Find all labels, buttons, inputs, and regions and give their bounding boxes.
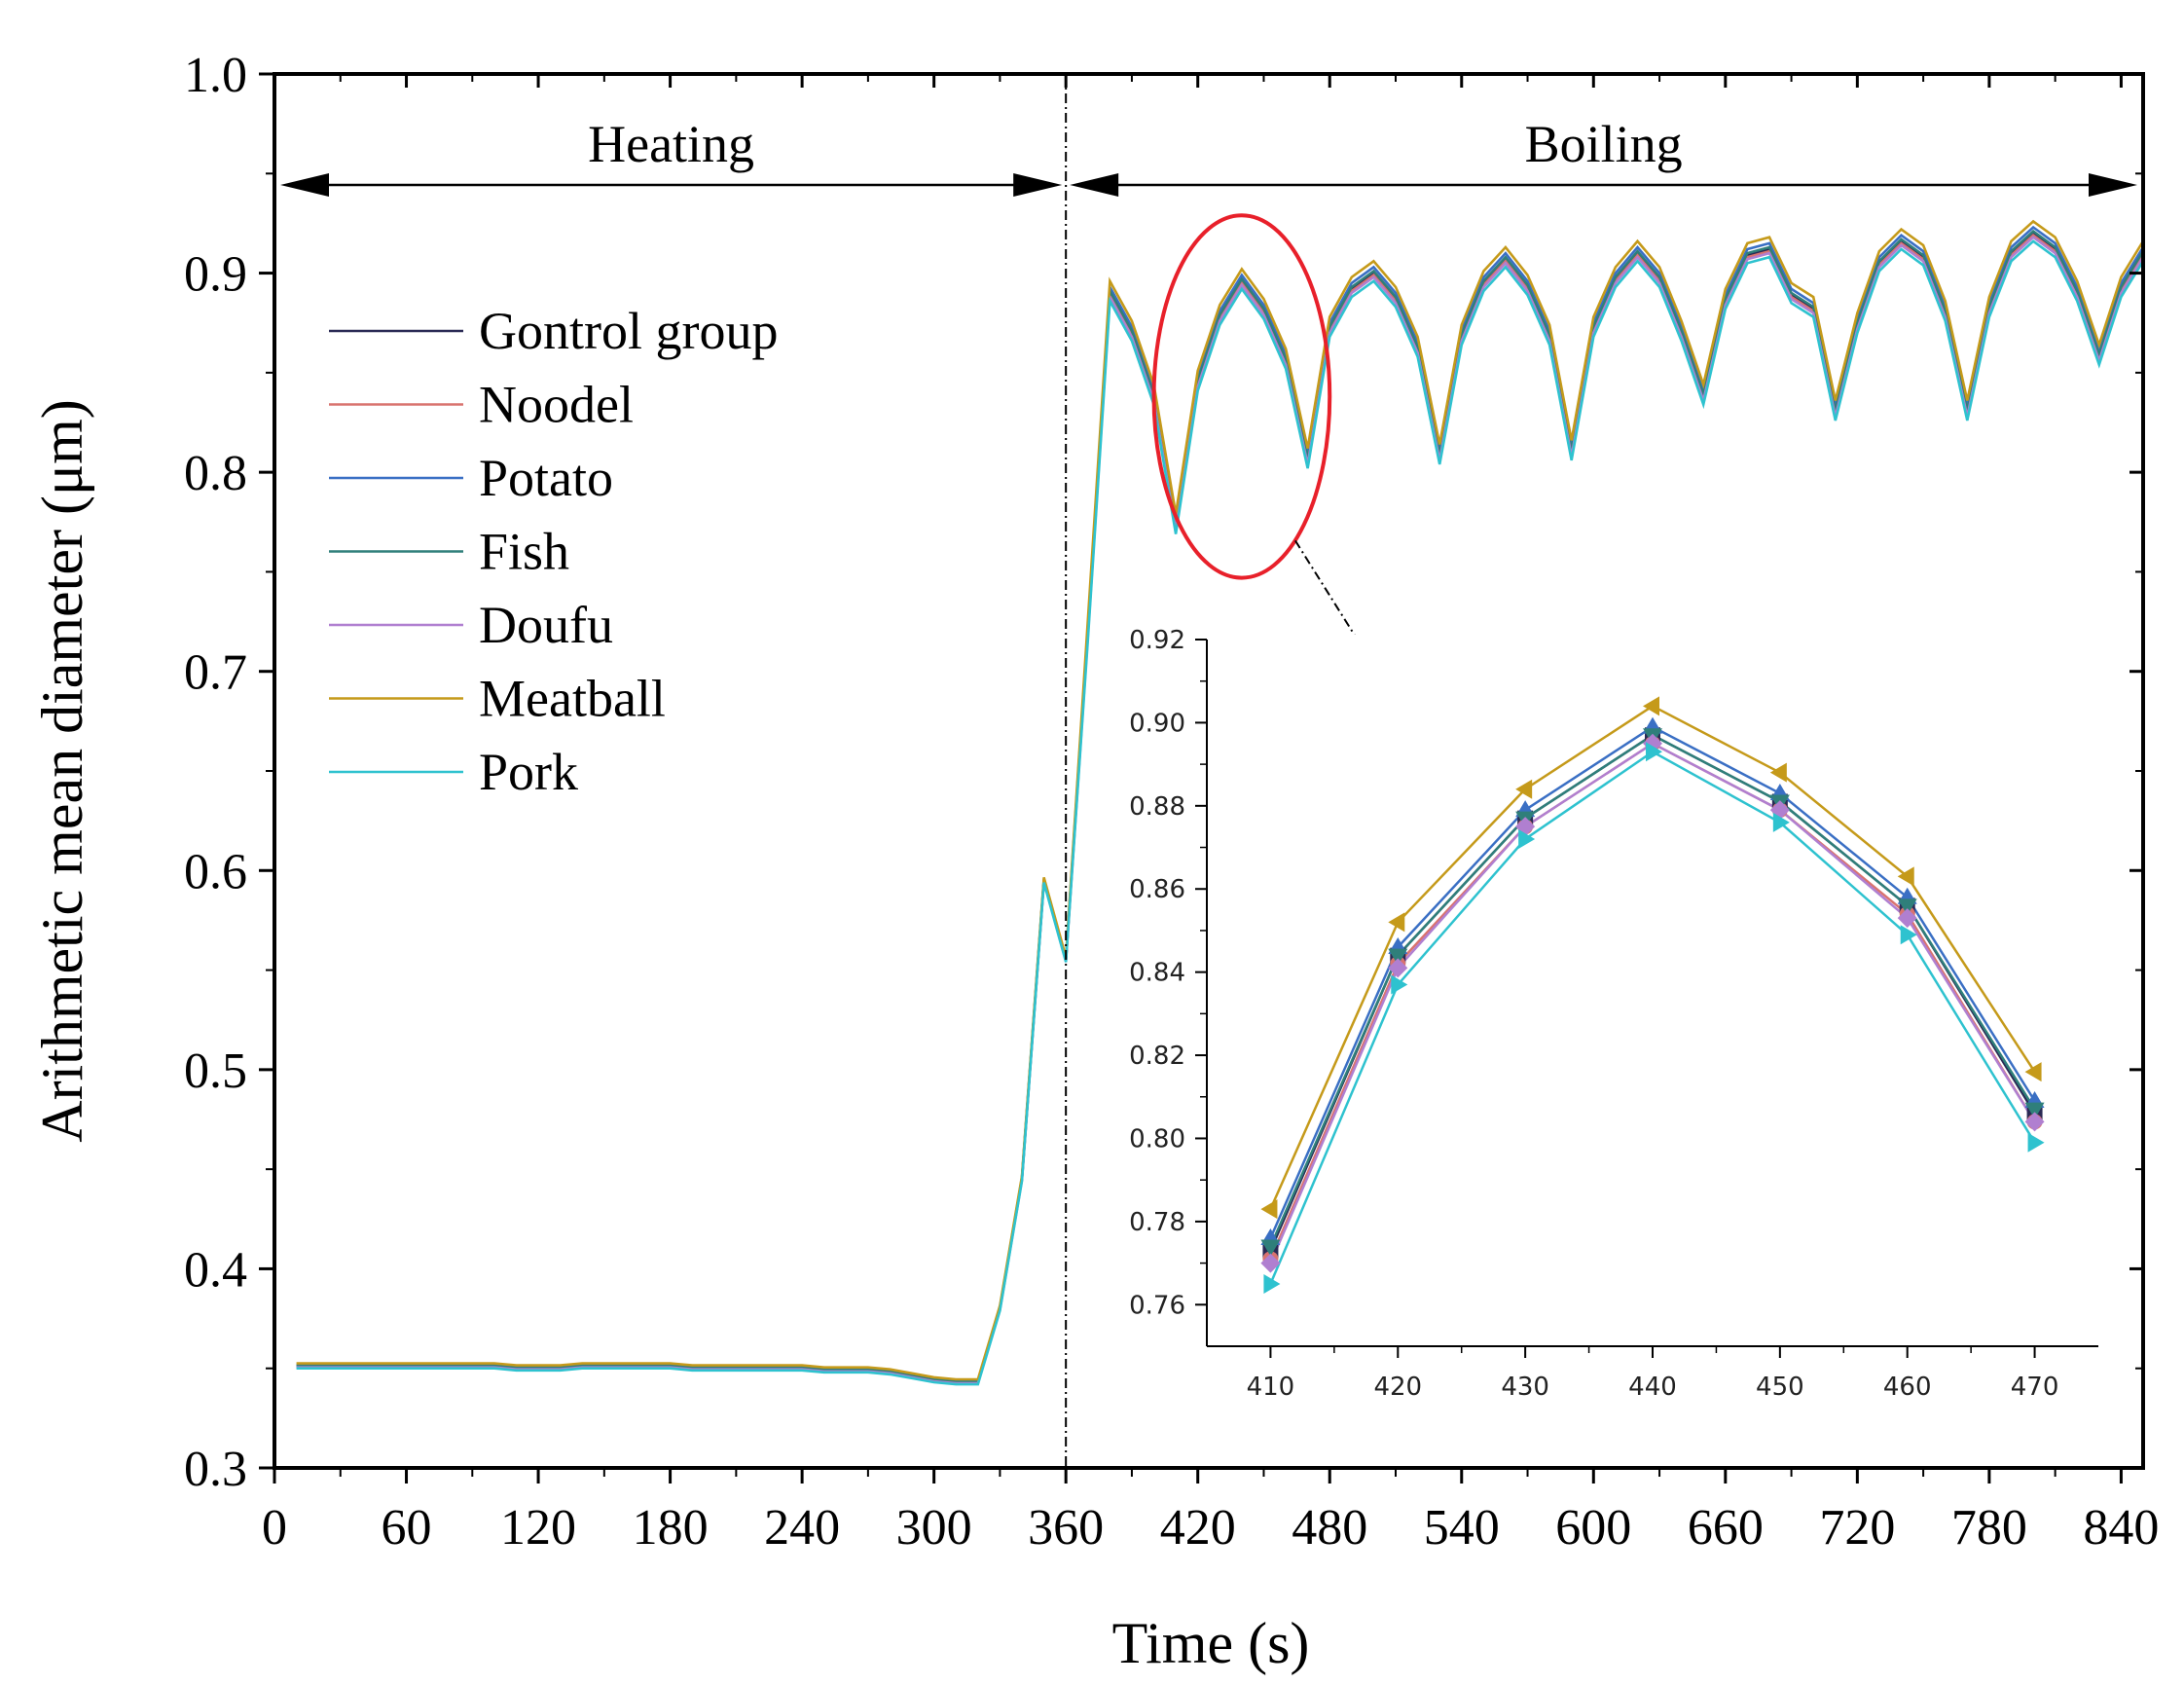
y-tick-label: 0.5: [184, 1044, 247, 1099]
inset-marker-meatball: [2024, 1062, 2042, 1082]
inset-marker-fish: [1260, 1239, 1281, 1257]
legend-label: Pork: [479, 743, 578, 801]
inset-chart: 410 420 430 440 450 460 470 0.76 0.78 0.80 0.82 0.8…: [1129, 626, 2100, 1402]
inset-marker-doufu: [1260, 1253, 1281, 1273]
legend: Gontrol group Noodel Potato Fish Doufu Meatba…: [329, 302, 778, 801]
inset-y-tick-label: 0.82: [1129, 1042, 1185, 1071]
inset-marker-pork: [1646, 742, 1662, 762]
inset-y-tick-label: 0.84: [1129, 959, 1185, 988]
inset-y-tick-label: 0.78: [1129, 1208, 1185, 1237]
inset-marker-meatball: [1260, 1199, 1278, 1220]
y-axis-label: Arithmetic mean diameter (μm): [30, 399, 94, 1143]
x-tick-label: 60: [382, 1500, 432, 1556]
y-tick-label: 0.8: [184, 446, 247, 501]
x-axis-label: Time (s): [1112, 1611, 1310, 1675]
phase-arrowhead-left: [280, 173, 329, 197]
x-tick-label: 780: [1951, 1500, 2027, 1556]
inset-marker-meatball: [1769, 762, 1787, 783]
inset-marker-pork: [1518, 828, 1536, 849]
legend-label: Potato: [479, 449, 613, 507]
x-tick-label: 600: [1555, 1500, 1631, 1556]
x-tick-label: 660: [1688, 1500, 1764, 1556]
inset-x-tick-label: 460: [1883, 1373, 1932, 1402]
x-tick-label: 120: [500, 1500, 576, 1556]
callout-arrow: [1294, 539, 1389, 689]
y-tick-label: 0.4: [184, 1242, 247, 1298]
legend-label: Meatball: [479, 670, 666, 728]
phase-arrowhead-right: [2089, 173, 2137, 197]
phase-arrowhead-left: [1070, 173, 1119, 197]
inset-marker-doufu: [2024, 1112, 2045, 1132]
x-tick-label: 360: [1028, 1500, 1104, 1556]
inset-x-tick-label: 430: [1501, 1373, 1549, 1402]
phase-arrowhead-right: [1013, 173, 1063, 197]
inset-x-tick-label: 450: [1756, 1373, 1804, 1402]
y-tick-label: 1.0: [184, 48, 247, 103]
inset-x-tick-label: 420: [1373, 1373, 1422, 1402]
inset-y-tick-label: 0.92: [1129, 626, 1185, 655]
inset-marker-pork: [1391, 974, 1408, 995]
x-tick-label: 840: [2083, 1500, 2159, 1556]
inset-marker-meatball: [1897, 866, 1914, 887]
x-tick-label: 0: [262, 1500, 287, 1556]
inset-y-tick-label: 0.80: [1129, 1124, 1185, 1154]
y-tick-label: 0.3: [184, 1442, 247, 1497]
inset-y-tick-label: 0.88: [1129, 792, 1185, 822]
legend-label: Fish: [479, 523, 569, 581]
inset-marker-doufu: [1897, 908, 1917, 929]
x-tick-label: 300: [896, 1500, 972, 1556]
inset-marker-pork: [1900, 925, 1917, 945]
legend-label: Doufu: [479, 596, 613, 654]
inset-x-tick-label: 410: [1247, 1373, 1295, 1402]
inset-marker-fish: [2024, 1102, 2045, 1119]
x-tick-label: 420: [1160, 1500, 1236, 1556]
phase-label-heating: Heating: [588, 115, 754, 173]
inset-y-tick-label: 0.90: [1129, 709, 1185, 738]
highlight-ellipse: [1151, 213, 1332, 580]
inset-marker-meatball: [1643, 696, 1659, 716]
inset-marker-meatball: [1388, 912, 1405, 933]
inset-marker-fish: [1897, 898, 1917, 916]
inset-marker-meatball: [1515, 779, 1533, 799]
legend-label: Gontrol group: [479, 302, 778, 360]
phase-label-boiling: Boiling: [1525, 115, 1683, 173]
y-tick-label: 0.7: [184, 645, 247, 701]
inset-x-tick-label: 470: [2011, 1373, 2059, 1402]
y-tick-label: 0.6: [184, 844, 247, 899]
inset-marker-doufu: [1388, 958, 1408, 978]
x-tick-label: 720: [1819, 1500, 1895, 1556]
inset-marker-pork: [1772, 812, 1790, 832]
series-line-meatball: [296, 219, 2143, 1381]
inset-marker-fish: [1388, 948, 1408, 966]
series-line-pork: [296, 239, 2143, 1386]
inset-marker-pork: [2027, 1132, 2045, 1153]
inset-y-tick-label: 0.76: [1129, 1291, 1185, 1320]
inset-y-tick-label: 0.86: [1129, 875, 1185, 904]
inset-marker-pork: [1263, 1273, 1281, 1294]
x-tick-label: 480: [1292, 1500, 1367, 1556]
x-tick-label: 240: [764, 1500, 840, 1556]
x-tick-label: 540: [1424, 1500, 1500, 1556]
inset-x-tick-label: 440: [1628, 1373, 1677, 1402]
y-tick-label: 0.9: [184, 247, 247, 303]
legend-label: Noodel: [479, 376, 634, 434]
x-tick-label: 180: [633, 1500, 709, 1556]
